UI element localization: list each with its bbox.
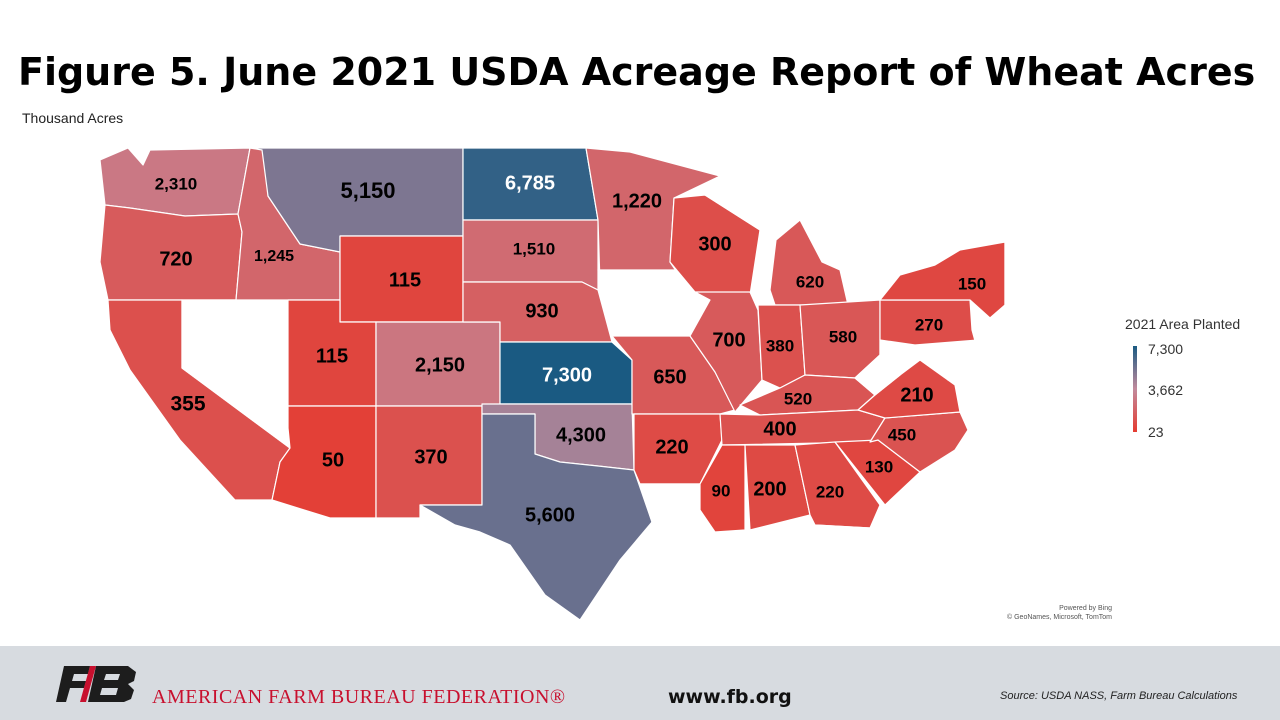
state-value-label: 520: [784, 389, 812, 408]
state-value-label: 2,310: [155, 174, 198, 193]
website-link[interactable]: www.fb.org: [668, 686, 792, 708]
state-value-label: 450: [888, 425, 916, 444]
page-title: Figure 5. June 2021 USDA Acreage Report …: [18, 50, 1256, 94]
state-value-label: 5,150: [340, 178, 395, 203]
legend-max: 7,300: [1148, 341, 1184, 357]
state-value-label: 200: [753, 478, 786, 500]
state-value-label: 650: [653, 366, 686, 388]
state-value-label: 700: [712, 329, 745, 351]
state-florida: [789, 519, 906, 631]
state-value-label: 270: [915, 315, 943, 334]
state-value-label: 300: [698, 233, 731, 255]
state-value-label: 5,600: [525, 504, 575, 526]
state-value-label: 220: [655, 436, 688, 458]
state-value-label: 115: [389, 269, 421, 291]
state-value-label: 1,510: [513, 239, 556, 258]
legend-color-bar: [1133, 346, 1137, 432]
us-wheat-choropleth-map: 2,310 720 355 1,245 5,150 115 115 50 2,150 370 6,7…: [100, 148, 1061, 631]
units-label: Thousand Acres: [22, 110, 124, 126]
state-value-label: 355: [170, 393, 205, 416]
legend-mid: 3,662: [1148, 382, 1184, 398]
state-value-label: 130: [865, 457, 893, 476]
state-value-label: 930: [525, 300, 558, 322]
state-value-label: 620: [796, 272, 824, 291]
legend-min: 23: [1148, 424, 1164, 440]
bing-attribution: Powered by Bing © GeoNames, Microsoft, T…: [980, 604, 1112, 622]
state-michigan[interactable]: [769, 219, 849, 306]
legend-title: 2021 Area Planted: [1125, 316, 1241, 332]
state-value-label: 380: [766, 336, 794, 355]
state-value-label: 4,300: [556, 424, 606, 446]
state-value-label: 6,785: [505, 172, 555, 194]
source-note: Source: USDA NASS, Farm Bureau Calculati…: [1000, 690, 1238, 702]
map-legend: 2021 Area Planted 7,300 3,662 23: [1125, 316, 1241, 440]
state-value-label: 150: [958, 274, 986, 293]
state-value-label: 1,245: [254, 248, 294, 265]
state-value-label: 720: [159, 248, 192, 270]
organization-name: AMERICAN FARM BUREAU FEDERATION®: [152, 686, 566, 708]
footer-bar: AMERICAN FARM BUREAU FEDERATION® www.fb.…: [0, 646, 1280, 720]
state-value-label: 370: [414, 446, 447, 468]
state-new-england: [1004, 229, 1061, 306]
state-alabama[interactable]: [744, 444, 811, 531]
state-michigan-upper: [704, 179, 801, 231]
state-value-label: 90: [712, 481, 731, 500]
fb-logo-icon: [56, 666, 136, 702]
state-value-label: 580: [829, 327, 857, 346]
bing-copyright: © GeoNames, Microsoft, TomTom: [1007, 614, 1112, 621]
state-texas[interactable]: [419, 413, 653, 621]
state-value-label: 50: [322, 449, 344, 471]
state-illinois[interactable]: [689, 291, 763, 413]
bing-powered: Powered by Bing: [1059, 605, 1112, 612]
state-value-label: 1,220: [612, 190, 662, 212]
state-value-label: 2,150: [415, 354, 465, 376]
state-west-virginia: [854, 339, 916, 396]
state-value-label: 400: [763, 418, 796, 440]
state-value-label: 115: [316, 345, 348, 367]
state-tennessee[interactable]: [719, 409, 886, 446]
state-value-label: 210: [900, 384, 933, 406]
state-value-label: 220: [816, 482, 844, 501]
state-value-label: 7,300: [542, 364, 592, 386]
